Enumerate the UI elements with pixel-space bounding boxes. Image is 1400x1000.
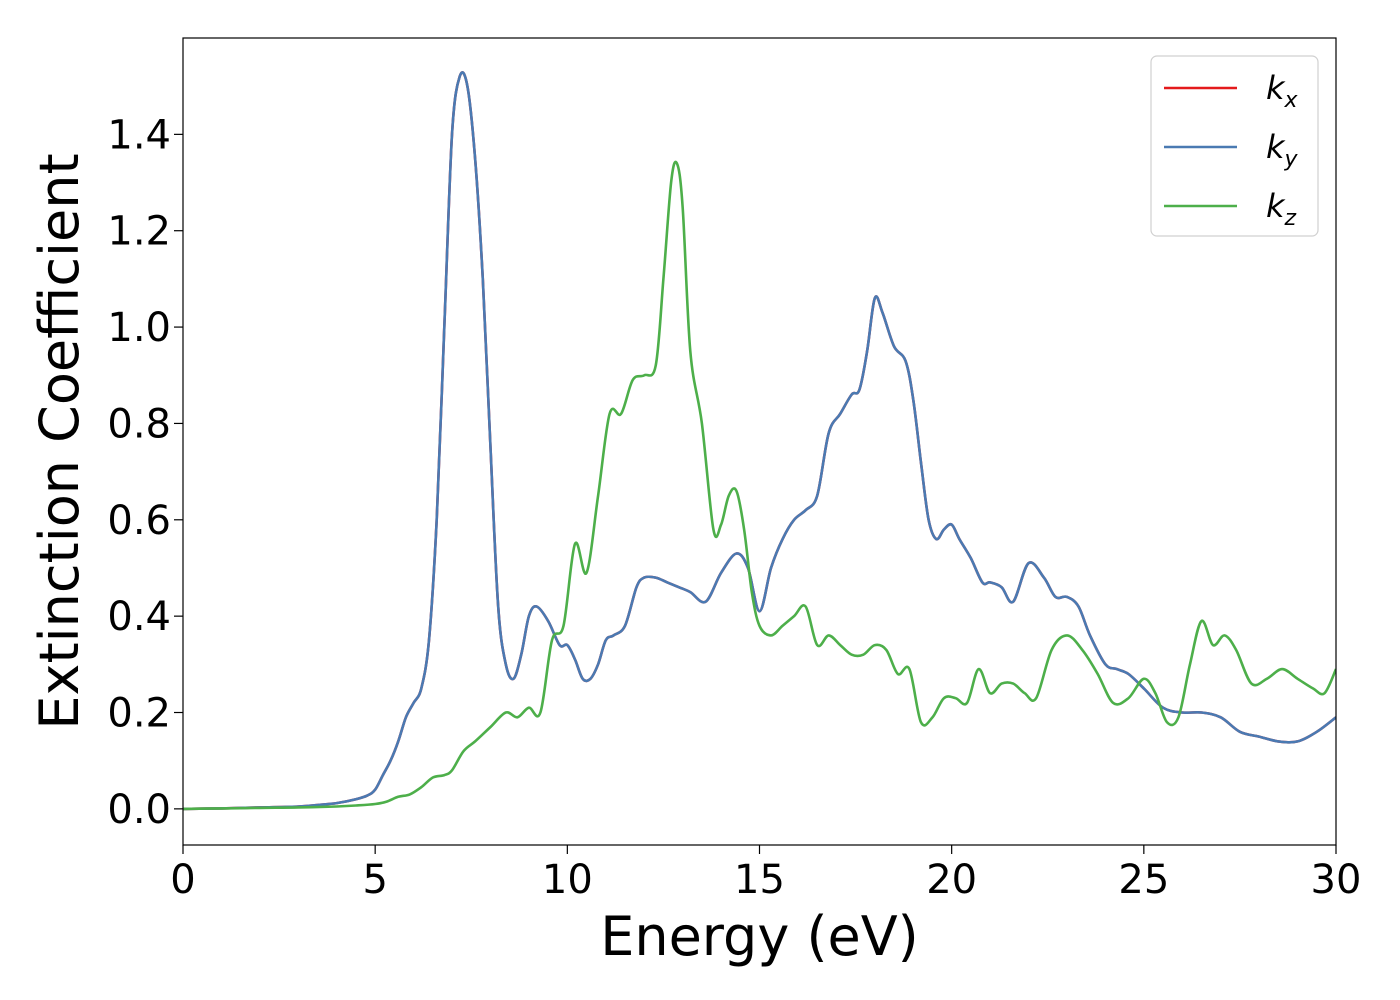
ticks-layer: 0 5 10 15 20 25 30 0.0 0.2 0.4 0.6 0.8 1.0 1.2 1.4 [107, 112, 1361, 903]
y-tick-label: 1.4 [107, 112, 171, 158]
y-axis-label: Extinction Coefficient [28, 153, 91, 729]
legend: kx ky kz [1150, 55, 1319, 237]
x-axis-label: Energy (eV) [600, 905, 919, 968]
x-tick-label: 25 [1118, 857, 1169, 903]
y-tick-label: 0.6 [107, 498, 171, 544]
x-tick-label: 15 [734, 857, 785, 903]
x-tick-label: 30 [1311, 857, 1362, 903]
series-line-z [183, 160, 1336, 811]
legend-label-y: ky [1266, 128, 1299, 172]
x-tick-label: 20 [926, 857, 977, 903]
x-tick-label: 10 [542, 857, 593, 903]
x-tick-label: 5 [362, 857, 387, 903]
y-tick-label: 0.4 [107, 594, 171, 640]
legend-label-z: kz [1266, 187, 1297, 231]
x-tick-label: 0 [170, 857, 195, 903]
y-tick-label: 1.0 [107, 305, 171, 351]
series-line-y [183, 71, 1336, 811]
y-tick-label: 0.2 [107, 691, 171, 737]
y-tick-label: 0.0 [107, 787, 171, 833]
y-tick-label: 0.8 [107, 401, 171, 447]
legend-label-x: kx [1266, 69, 1299, 113]
series-layer [183, 71, 1336, 811]
y-tick-label: 1.2 [107, 209, 171, 255]
